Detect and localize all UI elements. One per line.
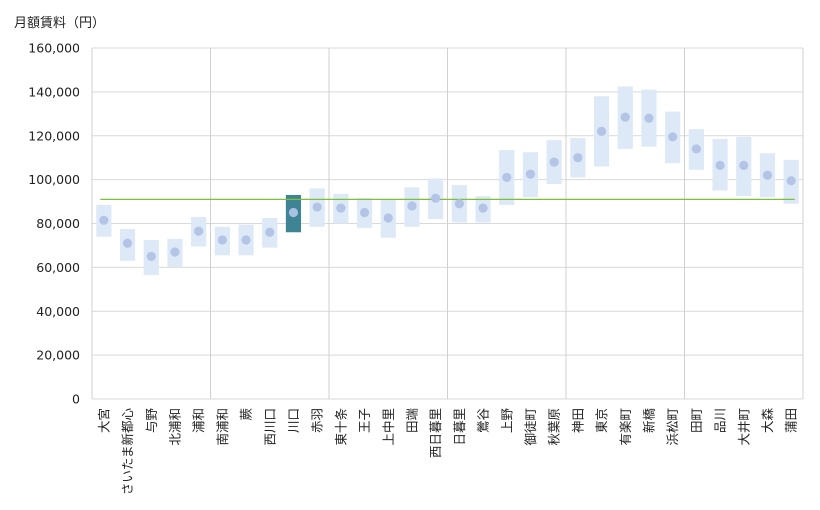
average-point-13: [383, 213, 393, 223]
y-tick-label: 100,000: [28, 172, 80, 187]
y-tick-labels: 0 20,000 40,000 60,000 80,000 100,000 120,000 1…: [28, 41, 80, 407]
category-label: 西川口: [262, 408, 277, 446]
average-point-21: [573, 153, 583, 163]
category-label: 東十条: [333, 408, 348, 446]
category-label: 品川: [713, 408, 728, 433]
average-point-8: [265, 227, 275, 237]
average-point-28: [739, 160, 749, 170]
category-label: 南浦和: [215, 408, 230, 446]
category-label: 神田: [570, 408, 585, 433]
category-label: 与野: [144, 408, 159, 434]
average-point-26: [691, 144, 701, 154]
y-tick-label: 80,000: [36, 216, 80, 231]
y-tick-label: 60,000: [36, 260, 80, 275]
group-separators: [91, 48, 804, 399]
y-tick-label: 0: [72, 392, 80, 407]
average-point-15: [431, 193, 441, 203]
category-label: 御徒町: [523, 408, 538, 446]
category-label: 東京: [594, 408, 609, 433]
average-point-5: [194, 226, 204, 236]
category-label: 上中里: [381, 408, 396, 446]
y-tick-label: 20,000: [36, 348, 80, 363]
y-tick-label: 120,000: [28, 128, 80, 143]
category-label: 浦和: [191, 408, 206, 433]
category-label: 上野: [499, 408, 514, 434]
average-point-9: [288, 207, 299, 218]
category-label: 鶯谷: [476, 408, 491, 434]
average-point-12: [359, 207, 370, 218]
category-label: 大井町: [736, 408, 751, 446]
category-label: さいたま新都心: [120, 408, 135, 496]
average-point-10: [312, 202, 322, 212]
average-point-18: [502, 172, 512, 183]
category-label: 川口: [286, 408, 301, 433]
average-point-6: [217, 235, 227, 245]
average-point-7: [241, 235, 251, 245]
y-tick-label: 140,000: [28, 84, 80, 99]
category-label: 新橋: [641, 408, 656, 434]
category-label: 日暮里: [452, 408, 467, 446]
average-point-20: [549, 157, 559, 167]
category-label: 王子: [357, 408, 372, 433]
category-label: 田町: [689, 408, 704, 433]
average-point-14: [407, 201, 417, 211]
average-point-29: [762, 170, 773, 180]
y-axis-title: 月額賃料（円）: [14, 16, 105, 31]
category-label: 浜松町: [665, 408, 680, 446]
category-label: 西日暮里: [428, 408, 443, 458]
average-point-30: [786, 176, 796, 186]
average-point-27: [715, 160, 725, 170]
y-tick-label: 40,000: [36, 304, 80, 319]
average-point-2: [122, 238, 133, 248]
y-tick-label: 160,000: [28, 41, 80, 56]
average-points: [99, 112, 796, 262]
category-label: 秋葉原: [547, 408, 562, 446]
category-label: 北浦和: [167, 408, 182, 446]
average-point-3: [146, 251, 156, 262]
category-labels: 大宮 さいたま新都心 与野 北浦和 浦和 南浦和蕨西川口 川口 赤羽 東十条 王子 上中里 田端 西日暮…: [96, 408, 798, 496]
average-point-25: [668, 132, 678, 142]
average-point-23: [620, 112, 630, 122]
category-label: 有楽町: [618, 408, 633, 446]
category-label: 赤羽: [310, 408, 325, 433]
category-label: 田端: [404, 408, 419, 433]
average-point-19: [525, 169, 536, 179]
category-label: 大宮: [96, 408, 111, 433]
average-point-11: [336, 203, 346, 213]
average-point-17: [478, 203, 488, 213]
category-label: 蕨: [239, 408, 254, 421]
average-point-22: [596, 126, 607, 136]
average-point-16: [454, 199, 464, 209]
category-label: 大森: [760, 408, 775, 434]
average-point-24: [644, 113, 654, 123]
category-label: 蒲田: [784, 408, 799, 433]
average-point-1: [99, 215, 109, 225]
average-point-4: [170, 247, 180, 257]
